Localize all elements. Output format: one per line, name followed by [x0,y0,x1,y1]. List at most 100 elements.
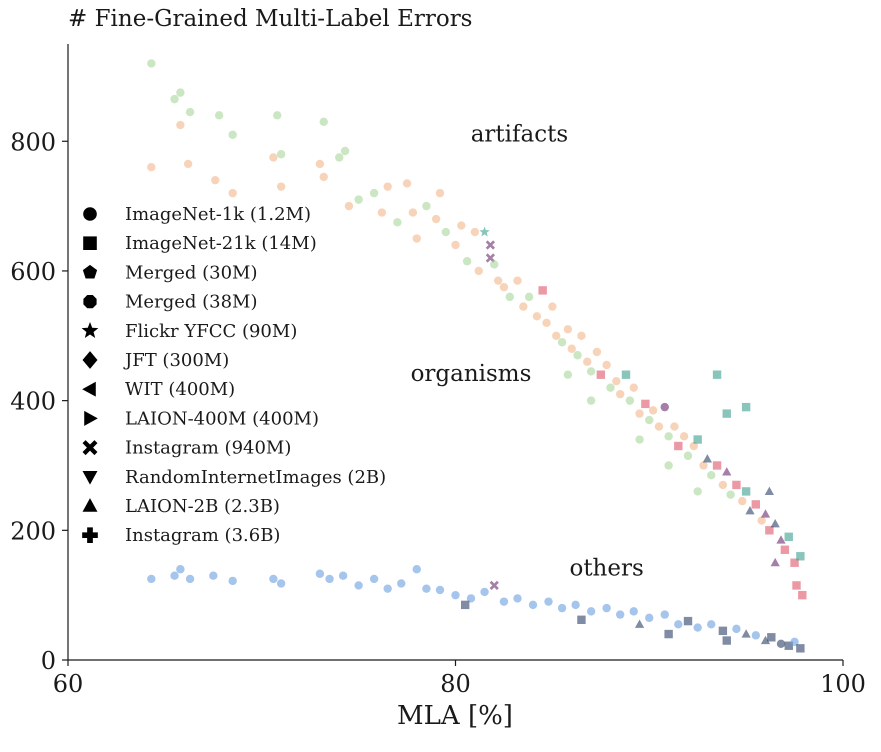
data-point [718,480,728,490]
data-point [485,240,495,250]
data-point [722,409,731,418]
data-point [422,201,431,211]
data-point [513,276,522,285]
data-point [586,367,596,376]
data-point [625,396,635,405]
data-point [147,574,156,584]
data-point [693,487,702,496]
cluster-label: organisms [411,361,532,387]
data-point [528,600,538,610]
series-organisms [552,325,807,600]
data-point [557,603,567,613]
y-tick-label: 0 [41,647,56,675]
data-point [683,616,693,626]
data-point [674,441,683,451]
data-point [741,487,751,496]
data-point [422,584,431,593]
data-point [489,580,499,591]
data-point [699,461,708,470]
data-point [770,519,780,528]
data-point [741,402,751,412]
data-point [319,117,328,127]
data-point [567,344,576,353]
legend-marker-octagon [83,295,97,309]
data-point [383,182,392,191]
data-point [765,526,774,535]
data-point [335,153,344,162]
legend-label: LAION-400M (400M) [125,408,319,429]
data-point [784,641,793,650]
data-point [664,461,673,470]
data-point [319,172,328,182]
legend: ImageNet-1k (1.2M) ImageNet-21k (14M) Merg… [81,204,386,546]
legend-item: LAION-400M (400M) [84,408,319,429]
data-point [760,509,771,518]
data-point [470,227,480,237]
data-point [499,597,509,606]
data-point [176,88,185,97]
data-point [431,214,441,224]
data-point [354,581,363,590]
legend-label: ImageNet-1k (1.2M) [125,204,311,225]
legend-item: Merged (38M) [83,292,258,313]
data-point [654,422,664,431]
data-point [338,571,348,580]
data-point [548,302,557,311]
legend-item: ImageNet-21k (14M) [83,233,317,254]
data-point [340,146,350,156]
legend-label: Instagram (940M) [125,438,291,459]
data-point [751,631,761,640]
data-point [460,600,470,610]
data-point [635,435,644,444]
data-point [315,159,325,169]
data-point [457,221,466,230]
legend-label: ImageNet-21k (14M) [125,233,317,254]
data-point [325,574,334,584]
data-point [276,182,286,191]
data-point [751,500,761,509]
data-point [209,571,218,580]
data-point [474,266,483,276]
data-point [228,188,237,198]
data-point [586,607,596,616]
data-point [615,610,625,619]
data-point [408,208,418,217]
data-point [679,432,689,441]
data-point [790,637,799,647]
data-point [412,234,421,243]
data-point [722,636,731,645]
x-axis-label: MLA [%] [397,701,513,731]
data-point [532,312,542,321]
data-point [648,406,658,415]
cluster-label: others [569,556,643,582]
data-point [718,626,728,636]
data-point [674,620,683,629]
data-point [147,59,156,68]
data-point [621,370,631,379]
data-point [693,623,702,632]
legend-marker-star [81,321,99,338]
legend-item: WIT (400M) [82,379,235,400]
data-point [369,188,379,198]
data-point [228,576,237,586]
data-point [634,619,645,628]
ticks: 60 80 100 0 200 400 600 800 [10,128,866,698]
data-point [586,396,596,405]
data-point [524,292,534,302]
data-point [273,111,282,120]
legend-item: Merged (30M) [82,262,258,283]
data-point [738,496,747,506]
data-point [573,351,582,360]
legend-marker-pentagon [82,264,98,279]
data-point [542,318,551,328]
data-point [441,227,451,237]
legend-label: JFT (300M) [123,350,229,371]
data-point [435,585,445,595]
data-point [776,535,786,544]
data-point [612,376,621,386]
legend-marker-plus [82,527,98,544]
data-point [592,347,602,357]
data-point [499,282,509,292]
data-point [269,574,278,584]
